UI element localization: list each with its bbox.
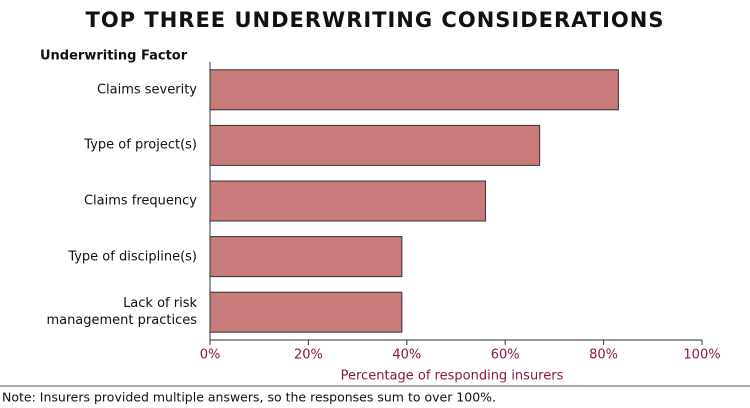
bar bbox=[209, 69, 619, 111]
y-tick-label: Type of project(s) bbox=[84, 137, 197, 153]
bar bbox=[209, 236, 403, 278]
x-tick-label: 80% bbox=[589, 348, 618, 363]
y-tick-label: Type of discipline(s) bbox=[68, 249, 197, 265]
bar bbox=[209, 124, 541, 166]
x-tick-label: 20% bbox=[294, 348, 323, 363]
chart-title: TOP THREE UNDERWRITING CONSIDERATIONS bbox=[86, 8, 665, 32]
x-axis-title: Percentage of responding insurers bbox=[341, 369, 564, 384]
y-tick-label: Claims frequency bbox=[83, 193, 197, 209]
y-tick-label: Lack of risk management practices bbox=[46, 296, 197, 329]
x-tick-label: 100% bbox=[683, 348, 720, 363]
note: Note: Insurers provided multiple answers… bbox=[2, 390, 496, 405]
category-axis-title: Underwriting Factor bbox=[40, 49, 188, 64]
x-tick-label: 40% bbox=[392, 348, 421, 363]
bar bbox=[209, 180, 487, 222]
x-tick-label: 60% bbox=[491, 348, 520, 363]
x-tick-label: 0% bbox=[200, 348, 221, 363]
bar bbox=[209, 291, 403, 333]
y-tick-label: Claims severity bbox=[96, 82, 197, 98]
